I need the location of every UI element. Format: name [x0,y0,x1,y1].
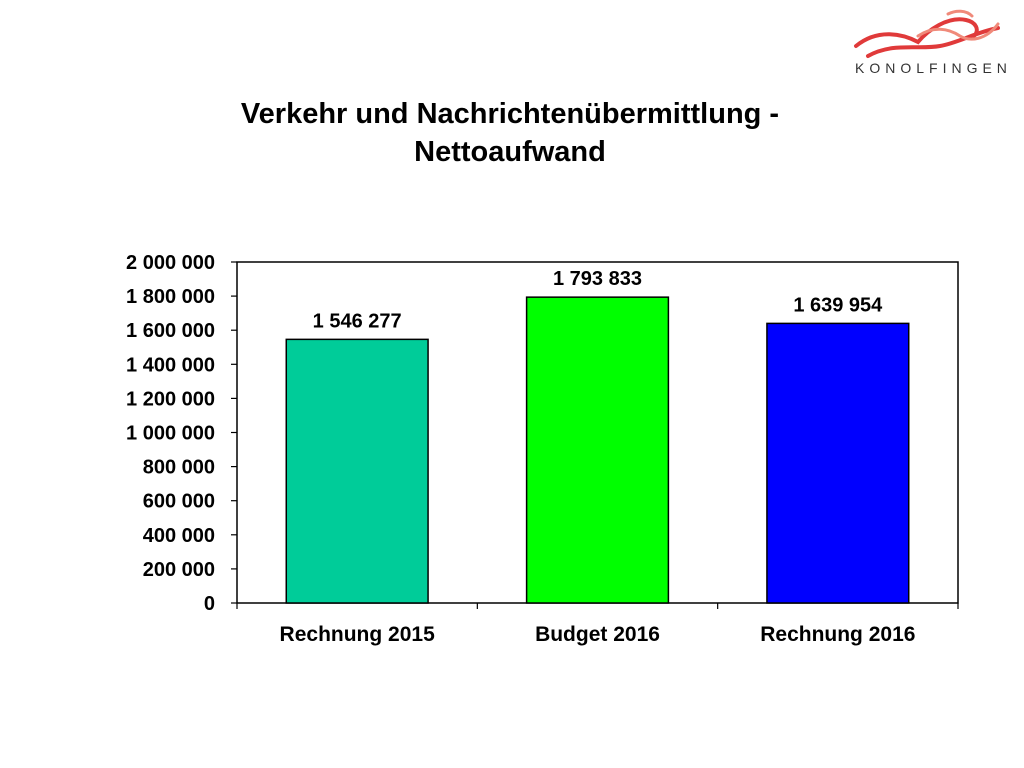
y-tick-label: 800 000 [143,457,215,479]
logo-wordmark: KONOLFINGEN [855,60,1012,76]
y-tick-label: 1 800 000 [126,286,215,308]
data-label: 1 793 833 [553,268,642,290]
chart-title-line-2: Nettoaufwand [414,136,606,168]
y-tick-label: 1 400 000 [126,354,215,376]
data-label: 1 546 277 [313,310,402,332]
x-tick-label: Rechnung 2015 [280,623,436,646]
konolfingen-logo [854,9,1000,58]
data-label: 1 639 954 [793,294,883,316]
chart-title-line-1: Verkehr und Nachrichtenübermittlung - [240,98,780,130]
chart-title: Verkehr und Nachrichtenübermittlung - Ne… [160,95,860,171]
y-tick-label: 200 000 [143,559,215,581]
bar [525,296,670,604]
y-tick-label: 0 [204,593,215,615]
y-tick-label: 400 000 [143,525,215,547]
y-tick-label: 1 600 000 [126,320,215,342]
y-tick-label: 2 000 000 [126,252,215,274]
y-tick-label: 1 000 000 [126,423,215,445]
y-tick-label: 1 200 000 [126,388,215,410]
bar [766,322,910,604]
x-tick-label: Budget 2016 [535,623,660,646]
bar [285,338,429,604]
x-tick-label: Rechnung 2016 [760,623,915,646]
y-tick-label: 600 000 [143,491,215,513]
